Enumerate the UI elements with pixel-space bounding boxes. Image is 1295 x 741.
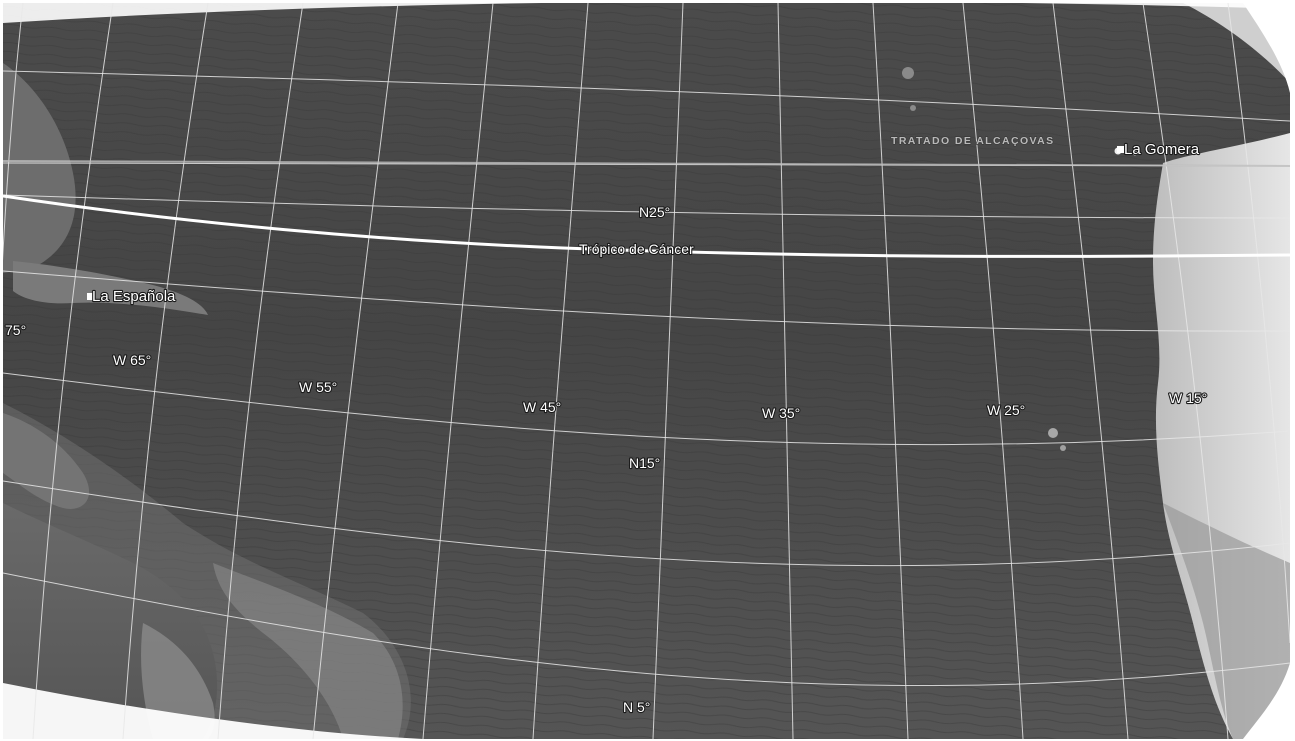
azores-island <box>910 105 916 111</box>
river-mouth-shelf <box>213 563 403 739</box>
cape-verde-island <box>1060 445 1066 451</box>
tropic-of-cancer-label: Trópico de Cáncer <box>579 241 694 257</box>
latitude-label-n5: N 5° <box>623 699 650 715</box>
longitude-label-w35: W 35° <box>762 405 800 421</box>
latitude-label-n15: N15° <box>629 455 660 471</box>
longitude-label-w65: W 65° <box>113 352 151 368</box>
hispaniola-island <box>13 261 208 315</box>
south-america-highlands <box>141 623 215 739</box>
globe-limb-bottom-right <box>1243 663 1290 739</box>
treaty-line <box>3 160 1290 167</box>
cape-verde-island <box>1048 428 1058 438</box>
globe-limb-top-right <box>1243 3 1290 93</box>
longitude-label-w25: W 25° <box>987 402 1025 418</box>
la-espanola-marker[interactable] <box>87 293 94 300</box>
canary-island <box>1132 150 1138 156</box>
longitude-label-w15: W 15° <box>1169 390 1207 406</box>
map-view[interactable]: TRATADO DE ALCAÇOVAS La Gomera La Españo… <box>3 3 1290 739</box>
longitude-label-w45: W 45° <box>523 399 561 415</box>
tropic-of-cancer-line <box>3 194 1290 258</box>
west-africa-coast <box>1163 503 1290 739</box>
globe-limb-bottom-left <box>3 683 423 739</box>
treaty-label: TRATADO DE ALCAÇOVAS <box>891 135 1055 147</box>
la-espanola-label[interactable]: La Española <box>91 287 177 306</box>
la-gomera-marker[interactable] <box>1117 146 1124 153</box>
longitude-gridlines <box>3 3 1290 739</box>
longitude-label-w75: 75° <box>5 322 26 338</box>
globe-map[interactable]: TRATADO DE ALCAÇOVAS La Gomera La Españo… <box>3 3 1290 739</box>
la-gomera-label[interactable]: La Gomera <box>1123 140 1201 159</box>
lesser-antilles <box>3 413 90 509</box>
azores-island <box>902 67 914 79</box>
longitude-label-w55: W 55° <box>299 379 337 395</box>
north-america-coast <box>3 63 76 273</box>
latitude-label-n25: N25° <box>639 204 670 220</box>
globe-limb-top <box>3 3 1290 23</box>
